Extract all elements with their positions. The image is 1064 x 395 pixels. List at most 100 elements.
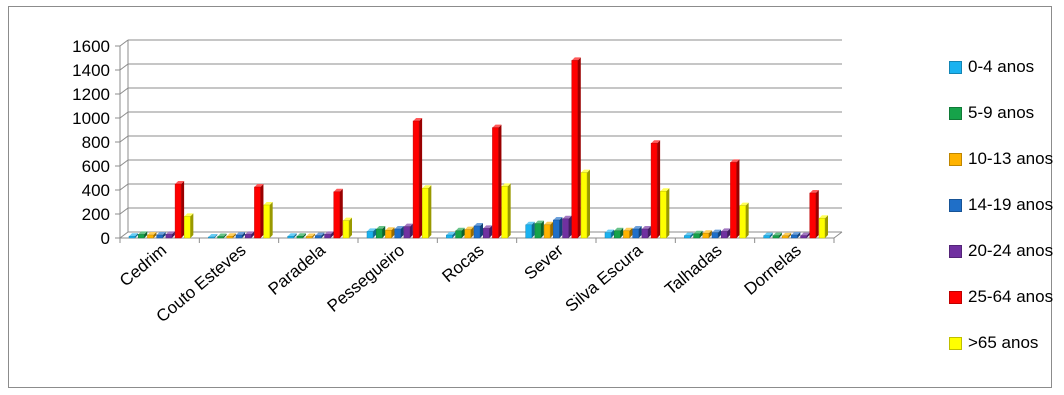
bar-top: [660, 188, 670, 192]
bar-top: [553, 217, 563, 220]
bar-side: [690, 232, 694, 238]
legend-label: 5-9 anos: [968, 103, 1035, 122]
bar: [263, 204, 270, 239]
bar-top: [730, 159, 740, 163]
bar: [165, 234, 173, 239]
legend-label: 25-64 anos: [968, 287, 1054, 306]
y-tick-label: 1200: [72, 85, 110, 104]
legend-swatch: [949, 61, 962, 74]
bar-top: [422, 185, 432, 189]
bar: [650, 142, 658, 239]
gridline-depth: [119, 183, 129, 191]
x-tick-label: Paradela: [265, 240, 330, 299]
legend-swatch: [949, 245, 962, 258]
bar-top: [534, 220, 544, 224]
bar-side: [806, 232, 810, 238]
bar-top: [254, 184, 264, 187]
bar-top: [333, 188, 343, 192]
bar-side: [666, 188, 670, 238]
bar-side: [461, 227, 465, 238]
bar: [534, 223, 542, 239]
bar: [473, 225, 481, 239]
bar: [623, 230, 630, 239]
bar-side: [428, 185, 432, 238]
bar-side: [718, 229, 721, 238]
x-tick-label: Rocas: [438, 241, 487, 287]
legend-swatch: [949, 291, 962, 304]
gridline-depth: [119, 111, 129, 119]
bar-chart: 02004006008001000120014001600CedrimCouto…: [72, 37, 843, 326]
x-tick-label: Silva Escura: [562, 240, 647, 316]
bar-top: [581, 169, 590, 173]
bar-top: [800, 232, 810, 236]
bar-side: [419, 118, 423, 238]
x-tick-label: Talhadas: [661, 241, 725, 299]
bar: [174, 183, 182, 239]
bar: [562, 218, 569, 239]
bar-side: [171, 231, 175, 238]
bar: [315, 235, 322, 239]
bar-top: [464, 226, 474, 230]
bar-top: [623, 227, 633, 231]
bar: [781, 235, 789, 239]
bar-top: [614, 227, 624, 231]
bar: [235, 234, 243, 239]
bar-side: [498, 124, 502, 238]
bar-top: [544, 221, 554, 225]
bar: [772, 235, 780, 239]
bar: [482, 228, 490, 239]
bar-side: [242, 232, 245, 238]
bar-side: [400, 226, 404, 238]
bar: [632, 228, 639, 239]
bar-side: [330, 231, 334, 238]
bar-side: [559, 217, 563, 238]
bar-side: [815, 190, 819, 238]
bar-top: [324, 231, 334, 235]
gridline-depth: [119, 135, 129, 143]
bar: [342, 220, 350, 239]
bar-side: [232, 233, 236, 238]
gridline-depth: [119, 207, 129, 215]
bar-side: [321, 232, 325, 238]
bar-top: [287, 233, 297, 237]
legend-swatch: [949, 107, 962, 120]
bar-top: [306, 233, 316, 237]
bar-side: [568, 215, 572, 238]
bar: [525, 224, 532, 239]
bar-side: [797, 232, 801, 238]
bar-top: [446, 232, 456, 235]
bar-top: [791, 232, 801, 235]
bar: [147, 234, 154, 239]
bar-side: [470, 226, 474, 238]
bar-side: [550, 221, 554, 238]
bar: [287, 235, 294, 239]
bar-top: [138, 231, 148, 235]
bar: [613, 230, 621, 239]
bar: [580, 172, 588, 239]
bar-top: [296, 233, 306, 237]
bar-top: [562, 215, 572, 219]
bar-top: [763, 232, 773, 236]
bar: [720, 231, 728, 239]
bar: [684, 235, 691, 239]
bar-side: [373, 228, 376, 238]
bar-side: [611, 229, 614, 238]
bar-top: [702, 230, 712, 234]
bar-side: [144, 231, 148, 238]
bar-side: [409, 223, 413, 238]
bar-top: [483, 225, 493, 229]
gridline-depth: [119, 159, 129, 167]
bar-side: [190, 213, 194, 238]
bar: [553, 219, 560, 239]
bar: [464, 229, 472, 239]
bar: [366, 231, 374, 239]
bar-side: [540, 220, 544, 238]
bar-side: [382, 226, 386, 238]
bar-side: [825, 215, 828, 238]
bar-side: [577, 57, 581, 239]
bar-side: [699, 230, 703, 238]
bar-top: [403, 223, 413, 227]
bar-side: [507, 183, 511, 238]
bar: [375, 228, 383, 239]
x-tick-label: Cedrim: [116, 241, 170, 291]
